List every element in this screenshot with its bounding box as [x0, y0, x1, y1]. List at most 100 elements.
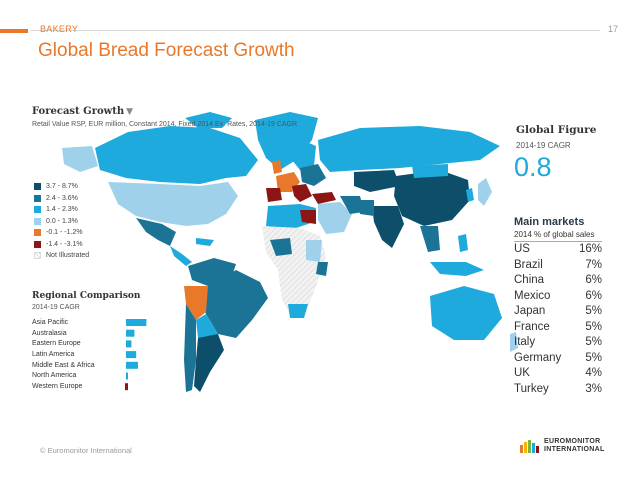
regional-bar — [126, 351, 137, 359]
page-title: Global Bread Forecast Growth — [38, 40, 295, 61]
regional-bar — [126, 361, 138, 369]
regional-bar — [126, 340, 132, 348]
legend-swatch — [34, 252, 41, 260]
region-scandinavia — [288, 140, 316, 170]
region-south-africa — [288, 304, 308, 318]
legend-item: 0.0 - 1.3% — [34, 216, 89, 228]
global-figure-title: Global Figure — [516, 124, 597, 136]
region-korea — [466, 188, 474, 202]
header-accent-bar — [0, 29, 28, 33]
region-label: Middle East & Africa — [32, 361, 95, 369]
region-indonesia — [430, 262, 484, 276]
region-philippines — [458, 234, 468, 252]
region-usa — [108, 182, 238, 226]
region-mongolia — [412, 164, 448, 178]
legend-label: Not Illustrated — [46, 252, 90, 260]
region-label: Latin America — [32, 351, 75, 359]
region-label: Western Europe — [32, 383, 83, 391]
legend-item: 1.4 - 2.3% — [34, 204, 89, 216]
euromonitor-logo: EUROMONITOR INTERNATIONAL — [520, 438, 605, 454]
legend-item: -0.1 - -1.2% — [34, 227, 89, 239]
region-pakistan — [358, 200, 374, 216]
market-row: US 16% — [514, 241, 602, 258]
region-label: Eastern Europe — [32, 340, 81, 348]
market-country: Turkey — [514, 382, 549, 395]
market-share: 4% — [585, 367, 602, 379]
region-central-america — [170, 246, 192, 266]
region-mexico — [136, 218, 176, 246]
legend-label: 0.0 - 1.3% — [46, 217, 78, 225]
region-japan — [478, 178, 492, 206]
triangle-down-icon: ▼ — [126, 107, 134, 117]
legend-label: 2.4 - 3.6% — [46, 194, 78, 202]
logo-line-1: EUROMONITOR — [544, 438, 601, 445]
market-row: UK 4% — [514, 366, 602, 382]
region-turkey — [312, 192, 336, 204]
legend-swatch — [34, 183, 41, 191]
regional-bar — [126, 319, 147, 326]
market-country: Brazil — [514, 258, 543, 271]
market-share: 5% — [585, 351, 602, 364]
legend-label: -0.1 - -1.2% — [46, 229, 83, 237]
region-greenland — [255, 112, 318, 170]
legend-item: 3.7 - 8.7% — [34, 181, 89, 193]
euromonitor-logo-text: EUROMONITOR INTERNATIONAL — [544, 438, 605, 454]
main-markets-table: US 16% Brazil 7% China 6% Mexico 6% Japan 5% … — [514, 241, 602, 397]
market-country: Japan — [514, 305, 546, 317]
region-iran — [340, 196, 364, 214]
main-markets-title: Main markets — [514, 216, 585, 228]
region-peru — [184, 286, 208, 320]
regional-bar — [125, 383, 128, 391]
legend-item: 2.4 - 3.6% — [34, 193, 89, 205]
legend-label: 1.4 - 2.3% — [46, 206, 78, 214]
legend-swatch — [34, 217, 41, 225]
region-chile — [184, 304, 196, 392]
page-number: 17 — [607, 24, 618, 34]
section-label: BAKERY — [40, 24, 79, 34]
region-nigeria — [270, 238, 292, 256]
market-row: Mexico 6% — [514, 289, 602, 305]
market-share: 6% — [585, 274, 602, 286]
region-caribbean — [196, 238, 214, 246]
market-share: 5% — [585, 320, 602, 333]
legend-swatch — [34, 206, 41, 214]
legend-item: -1.4 - -3.1% — [34, 239, 89, 251]
legend-swatch — [34, 229, 41, 237]
market-share: 6% — [585, 289, 602, 302]
global-figure-subtitle: 2014-19 CAGR — [516, 141, 571, 150]
market-row: Turkey 3% — [514, 382, 602, 398]
region-argentina — [194, 334, 224, 392]
euromonitor-logo-icon — [520, 440, 539, 453]
region-alaska — [62, 146, 98, 172]
legend-swatch — [34, 194, 41, 202]
market-row: Japan 5% — [514, 304, 602, 320]
region-iberia — [266, 188, 282, 202]
legend-item: Not Illustrated — [34, 250, 89, 262]
market-share: 5% — [585, 336, 602, 348]
region-russia — [318, 126, 500, 172]
copyright-text: © Euromonitor International — [40, 446, 132, 455]
market-share: 16% — [578, 243, 602, 255]
region-kenya — [316, 262, 328, 276]
regional-comparison-labels: Asia Pacific Australasia Eastern Europe … — [32, 318, 95, 393]
market-country: China — [514, 274, 545, 286]
market-row: China 6% — [514, 273, 602, 289]
market-row: France 5% — [514, 320, 602, 336]
region-australia — [430, 286, 502, 340]
market-country: Italy — [514, 336, 536, 348]
region-east-africa — [306, 240, 322, 262]
market-share: 7% — [585, 258, 602, 271]
logo-line-2: INTERNATIONAL — [544, 446, 605, 453]
legend-label: 3.7 - 8.7% — [46, 183, 78, 191]
market-country: US — [514, 243, 530, 255]
regional-comparison-subtitle: 2014-19 CAGR — [32, 304, 80, 311]
regional-bar — [126, 329, 135, 337]
market-country: France — [514, 320, 550, 333]
map-legend: 3.7 - 8.7% 2.4 - 3.6% 1.4 - 2.3% 0.0 - 1… — [34, 181, 89, 262]
market-share: 5% — [585, 305, 602, 317]
region-brazil — [200, 270, 268, 338]
region-egypt — [300, 210, 316, 224]
market-country: Mexico — [514, 289, 551, 302]
market-row: Italy 5% — [514, 335, 602, 351]
